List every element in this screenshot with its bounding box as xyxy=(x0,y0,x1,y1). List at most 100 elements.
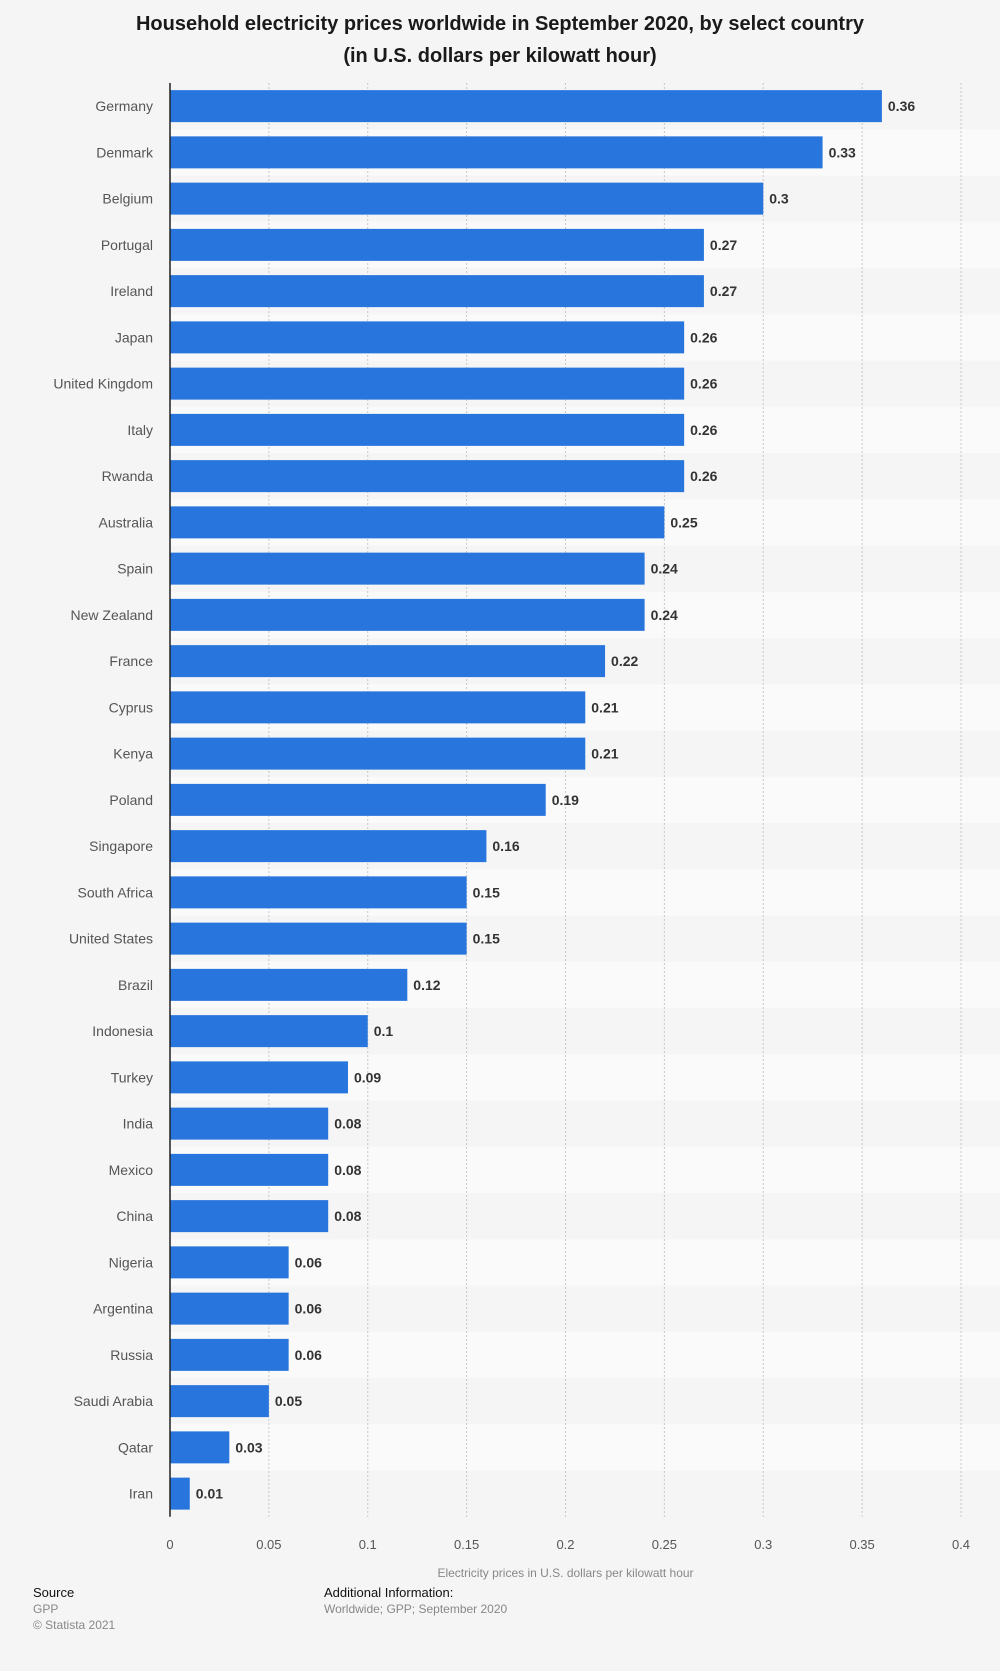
x-tick-label: 0.4 xyxy=(952,1537,970,1552)
bar xyxy=(170,228,704,261)
copyright-text: © Statista 2021 xyxy=(33,1618,116,1632)
bar xyxy=(170,1431,230,1464)
value-label: 0.06 xyxy=(295,1254,322,1270)
x-tick-label: 0.15 xyxy=(454,1537,479,1552)
value-label: 0.16 xyxy=(492,838,519,854)
x-tick-label: 0.3 xyxy=(754,1537,772,1552)
category-label: France xyxy=(109,653,153,669)
category-label: Cyprus xyxy=(109,699,153,715)
category-label: Qatar xyxy=(118,1439,153,1455)
source-name: GPP xyxy=(33,1602,59,1616)
x-axis-title: Electricity prices in U.S. dollars per k… xyxy=(437,1566,693,1580)
x-tick-label: 0.05 xyxy=(256,1537,281,1552)
category-label: Belgium xyxy=(102,191,153,207)
bar xyxy=(170,922,467,955)
value-label: 0.21 xyxy=(591,746,618,762)
bar xyxy=(170,876,467,909)
category-label: Kenya xyxy=(113,746,153,762)
category-label: Iran xyxy=(129,1486,153,1502)
value-label: 0.12 xyxy=(413,977,440,993)
additional-info-text: Worldwide; GPP; September 2020 xyxy=(324,1602,508,1616)
value-label: 0.15 xyxy=(473,931,500,947)
bar xyxy=(170,1200,329,1233)
category-label: Portugal xyxy=(101,237,153,253)
value-label: 0.1 xyxy=(374,1023,394,1039)
bar xyxy=(170,1292,289,1325)
x-tick-label: 0 xyxy=(166,1537,173,1552)
bar xyxy=(170,275,704,308)
category-label: Turkey xyxy=(111,1069,153,1085)
category-label: Nigeria xyxy=(109,1254,154,1270)
row-band xyxy=(170,1424,1000,1471)
category-label: Argentina xyxy=(93,1301,153,1317)
category-label: Australia xyxy=(99,514,154,530)
bar xyxy=(170,1477,190,1510)
category-label: Japan xyxy=(115,329,153,345)
value-label: 0.21 xyxy=(591,699,618,715)
value-label: 0.15 xyxy=(473,884,500,900)
x-tick-label: 0.25 xyxy=(652,1537,677,1552)
bar xyxy=(170,506,665,539)
bar xyxy=(170,1385,269,1418)
bar xyxy=(170,552,645,585)
category-label: Rwanda xyxy=(102,468,154,484)
bar xyxy=(170,1246,289,1279)
bar-chart: 0 0.05 0.1 0.15 0.2 0.25 0.3 0.35 0.4 Germany 0.36… xyxy=(53,83,1000,1580)
category-label: Germany xyxy=(95,98,153,114)
value-label: 0.08 xyxy=(334,1162,361,1178)
value-label: 0.06 xyxy=(295,1301,322,1317)
source-heading: Source xyxy=(33,1585,75,1600)
additional-info-heading: Additional Information: xyxy=(324,1585,454,1600)
value-label: 0.08 xyxy=(334,1116,361,1132)
bar xyxy=(170,968,408,1001)
category-label: Italy xyxy=(127,422,153,438)
bar xyxy=(170,321,685,354)
source-block: Source GPP © Statista 2021 xyxy=(33,1585,115,1633)
category-label: India xyxy=(123,1116,154,1132)
category-label: Indonesia xyxy=(92,1023,153,1039)
category-label: New Zealand xyxy=(71,607,154,623)
x-tick-label: 0.35 xyxy=(849,1537,874,1552)
value-label: 0.36 xyxy=(888,98,915,114)
value-label: 0.26 xyxy=(690,376,717,392)
category-label: Mexico xyxy=(109,1162,154,1178)
bar xyxy=(170,737,586,770)
value-label: 0.03 xyxy=(235,1439,262,1455)
bar xyxy=(170,691,586,724)
category-label: Ireland xyxy=(110,283,153,299)
value-label: 0.33 xyxy=(829,144,856,160)
bar xyxy=(170,783,546,816)
value-label: 0.27 xyxy=(710,237,737,253)
value-label: 0.26 xyxy=(690,468,717,484)
chart-title: Household electricity prices worldwide i… xyxy=(135,13,865,35)
chart-title-block: Household electricity prices worldwide i… xyxy=(0,8,1000,72)
value-label: 0.19 xyxy=(552,792,579,808)
bar xyxy=(170,645,606,678)
category-label: Russia xyxy=(110,1347,153,1363)
value-label: 0.24 xyxy=(651,561,678,577)
bar xyxy=(170,1061,348,1094)
bar xyxy=(170,413,685,446)
value-label: 0.25 xyxy=(670,514,697,530)
category-label: Saudi Arabia xyxy=(74,1393,154,1409)
value-label: 0.26 xyxy=(690,422,717,438)
additional-info-block: Additional Information: Worldwide; GPP; … xyxy=(324,1585,507,1617)
bar xyxy=(170,1338,289,1371)
category-label: Poland xyxy=(109,792,153,808)
chart-subtitle: (in U.S. dollars per kilowatt hour) xyxy=(343,45,657,67)
category-label: United States xyxy=(69,931,153,947)
bar xyxy=(170,136,823,169)
value-label: 0.26 xyxy=(690,329,717,345)
value-label: 0.24 xyxy=(651,607,678,623)
bar xyxy=(170,1153,329,1186)
bar xyxy=(170,830,487,863)
row-band xyxy=(170,1239,1000,1286)
value-label: 0.05 xyxy=(275,1393,302,1409)
category-label: United Kingdom xyxy=(53,376,153,392)
category-label: Spain xyxy=(117,561,153,577)
bar xyxy=(170,1015,368,1048)
value-label: 0.3 xyxy=(769,191,789,207)
value-label: 0.22 xyxy=(611,653,638,669)
value-label: 0.01 xyxy=(196,1486,223,1502)
bar xyxy=(170,460,685,493)
